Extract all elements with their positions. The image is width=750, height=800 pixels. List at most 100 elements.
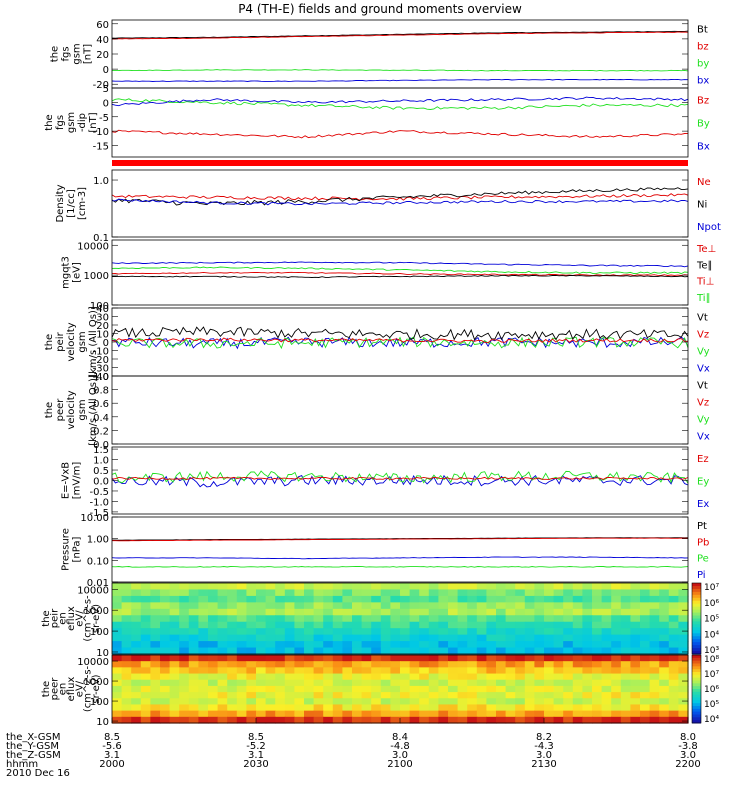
heatmap-cell [208, 716, 219, 724]
colorbar-segment [692, 612, 701, 617]
heatmap-cell [284, 667, 295, 675]
heatmap-cell [131, 679, 142, 687]
heatmap-cell [553, 667, 564, 675]
heatmap-cell [534, 673, 545, 681]
heatmap-cell [467, 704, 478, 712]
heatmap-cell [140, 634, 151, 642]
heatmap-cell [332, 716, 343, 724]
heatmap-cell [208, 692, 219, 699]
heatmap-cell [227, 621, 238, 629]
heatmap-cell [640, 602, 651, 610]
heatmap-cell [294, 647, 305, 655]
heatmap-cell [428, 698, 439, 706]
heatmap-cell [486, 583, 497, 591]
heatmap-cell [227, 602, 238, 610]
legend-entry: Vy [697, 415, 710, 426]
heatmap-cell [467, 615, 478, 623]
heatmap-cell [227, 628, 238, 636]
heatmap-cell [198, 679, 209, 687]
date-label: 2010 Dec 16 [6, 768, 70, 779]
heatmap-cell [246, 583, 257, 591]
heatmap-cell [256, 583, 267, 591]
heatmap-cell [236, 628, 247, 636]
heatmap-cell [313, 655, 324, 662]
heatmap-cell [476, 661, 487, 668]
y-tick-label: 100 [90, 301, 109, 312]
heatmap-cell [342, 641, 353, 649]
heatmap-cell [486, 608, 497, 616]
heatmap-cell [515, 602, 526, 610]
heatmap-cell [553, 589, 564, 597]
y-axis-label: eV/ [74, 610, 85, 627]
heatmap-cell [160, 692, 171, 699]
heatmap-cell [428, 685, 439, 693]
heatmap-cell [448, 685, 459, 693]
heatmap-cell [246, 641, 257, 649]
y-tick-label: -5 [99, 113, 109, 124]
heatmap-cell [342, 679, 353, 687]
heatmap-cell [678, 661, 689, 668]
heatmap-cell [582, 641, 593, 649]
heatmap-cell [630, 595, 641, 603]
heatmap-cell [371, 704, 382, 712]
heatmap-cell [649, 692, 660, 699]
heatmap-cell [457, 661, 468, 668]
heatmap-cell [371, 692, 382, 699]
heatmap-cell [409, 589, 420, 597]
heatmap-cell [476, 628, 487, 636]
heatmap-cell [601, 692, 612, 699]
colorbar-label: 10⁸ [704, 655, 719, 665]
heatmap-cell [457, 679, 468, 687]
heatmap-cell [217, 710, 228, 718]
heatmap-cell [294, 589, 305, 597]
heatmap-cell [524, 647, 535, 655]
heatmap-cell [256, 710, 267, 718]
heatmap-cell [390, 698, 401, 706]
heatmap-cell [256, 698, 267, 706]
heatmap-cell [112, 621, 123, 629]
heatmap-cell [553, 621, 564, 629]
heatmap-cell [131, 710, 142, 718]
heatmap-cell [544, 628, 555, 636]
heatmap-cell [419, 647, 430, 655]
heatmap-cell [140, 661, 151, 668]
heatmap-cell [236, 716, 247, 724]
series-line [111, 261, 689, 268]
heatmap-cell [515, 710, 526, 718]
heatmap-cell [630, 710, 641, 718]
y-axis-label: fgs [55, 115, 66, 130]
heatmap-cell [380, 655, 391, 662]
heatmap-cell [457, 628, 468, 636]
heatmap-cell [582, 679, 593, 687]
heatmap-cell [160, 685, 171, 693]
heatmap-cell [544, 621, 555, 629]
colorbar-segment [692, 606, 701, 611]
heatmap-cell [352, 667, 363, 675]
heatmap-cell [371, 583, 382, 591]
heatmap-cell [592, 595, 603, 603]
heatmap-cell [467, 608, 478, 616]
heatmap-cell [400, 589, 411, 597]
heatmap-cell [592, 673, 603, 681]
heatmap-cell [131, 698, 142, 706]
heatmap-cell [275, 698, 286, 706]
heatmap-cell [304, 608, 315, 616]
heatmap-cell [428, 634, 439, 642]
heatmap-cell [524, 655, 535, 662]
legend-entry: Bz [697, 96, 709, 107]
heatmap-cell [371, 698, 382, 706]
heatmap-cell [640, 667, 651, 675]
time-axis-value: 3.0 [392, 750, 408, 761]
y-tick-label: 40 [96, 35, 109, 46]
heatmap-cell [390, 634, 401, 642]
heatmap-cell [313, 589, 324, 597]
heatmap-cell [332, 710, 343, 718]
y-tick-label: -15 [93, 142, 109, 153]
heatmap-cell [265, 704, 276, 712]
heatmap-cell [409, 673, 420, 681]
heatmap-cell [160, 647, 171, 655]
heatmap-cell [112, 634, 123, 642]
heatmap-cell [428, 655, 439, 662]
heatmap-cell [428, 608, 439, 616]
